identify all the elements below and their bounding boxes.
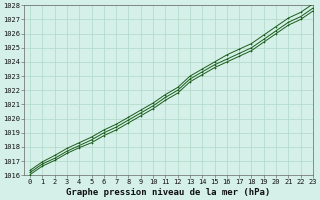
X-axis label: Graphe pression niveau de la mer (hPa): Graphe pression niveau de la mer (hPa) bbox=[66, 188, 271, 197]
